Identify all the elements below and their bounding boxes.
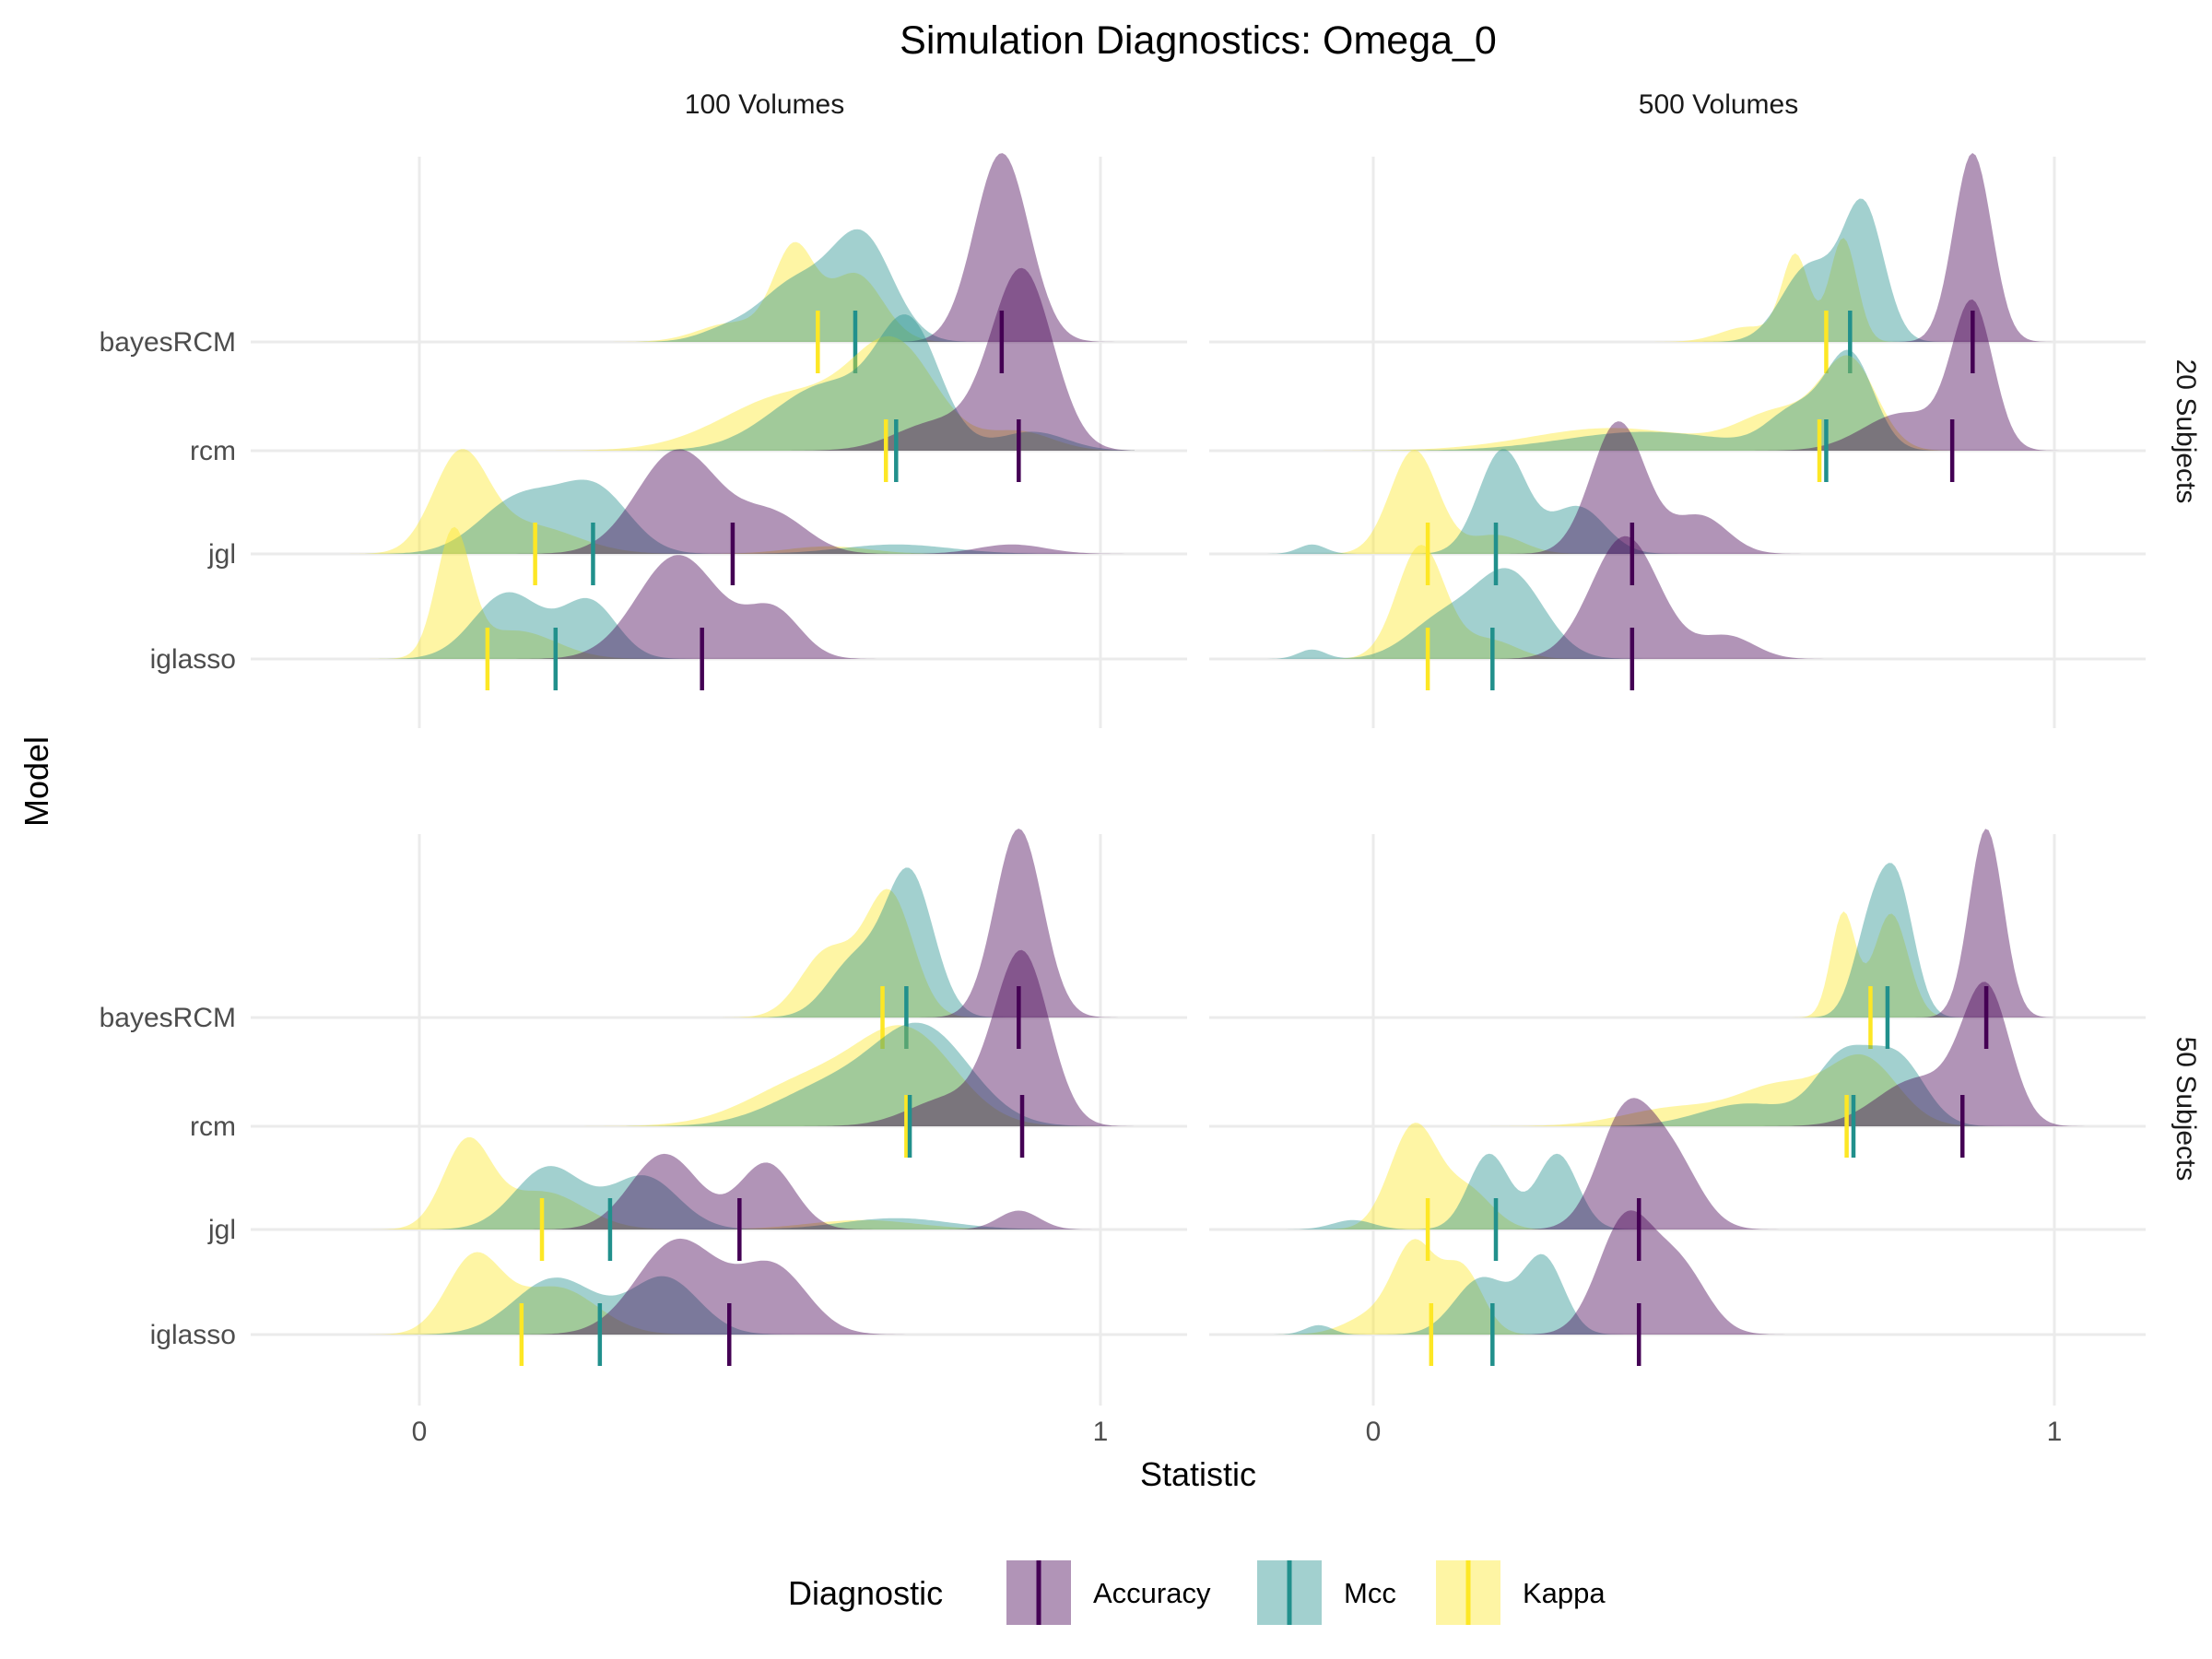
density-iglasso-mcc bbox=[297, 592, 1135, 659]
density-iglasso-accuracy bbox=[297, 555, 1135, 659]
y-tick-label-bayesrcm: bayesRCM bbox=[100, 1003, 236, 1033]
chart-title: Simulation Diagnostics: Omega_0 bbox=[900, 18, 1497, 63]
density-iglasso-accuracy bbox=[1251, 535, 2088, 659]
legend-item-mcc: Mcc bbox=[1257, 1560, 1396, 1625]
density-jgl-mcc bbox=[297, 479, 1135, 554]
density-bayesrcm-kappa bbox=[1251, 911, 2088, 1018]
density-rcm-kappa bbox=[1251, 1053, 2088, 1126]
density-bayesrcm-accuracy bbox=[297, 829, 1135, 1018]
density-iglasso-kappa bbox=[1251, 1239, 2088, 1335]
legend-item-accuracy: Accuracy bbox=[1006, 1560, 1211, 1625]
density-iglasso-kappa bbox=[1251, 545, 2088, 659]
legend-title: Diagnostic bbox=[788, 1574, 943, 1612]
legend-item-kappa: Kappa bbox=[1436, 1560, 1606, 1625]
x-tick-label: 1 bbox=[2047, 1417, 2063, 1447]
density-iglasso-mcc bbox=[1251, 1253, 2088, 1335]
density-rcm-kappa bbox=[297, 335, 1135, 451]
y-tick-label-bayesrcm: bayesRCM bbox=[100, 327, 236, 358]
x-tick-label: 0 bbox=[412, 1417, 428, 1447]
legend-label-mcc: Mcc bbox=[1344, 1577, 1396, 1609]
density-iglasso-mcc bbox=[1251, 568, 2088, 659]
density-iglasso-accuracy bbox=[297, 1238, 1135, 1335]
density-rcm-accuracy bbox=[297, 267, 1135, 451]
panel-20-subjects-100-volumes: bayesRCM rcm jgl iglasso bbox=[100, 153, 1187, 728]
density-jgl-mcc bbox=[1251, 1153, 2088, 1230]
density-rcm-mcc bbox=[1251, 1044, 2088, 1126]
density-jgl-accuracy bbox=[1251, 1098, 2088, 1230]
x-tick-label: 1 bbox=[1093, 1417, 1109, 1447]
density-jgl-kappa bbox=[297, 1136, 1135, 1230]
y-tick-label-jgl: jgl bbox=[207, 539, 236, 570]
density-jgl-kappa bbox=[1251, 1123, 2088, 1230]
density-jgl-mcc bbox=[297, 1166, 1135, 1230]
density-rcm-mcc bbox=[297, 314, 1135, 451]
density-bayesrcm-accuracy bbox=[297, 153, 1135, 342]
density-rcm-kappa bbox=[1251, 355, 2088, 451]
y-tick-label-rcm: rcm bbox=[190, 436, 236, 466]
density-rcm-accuracy bbox=[1251, 982, 2088, 1126]
y-tick-label-iglasso: iglasso bbox=[150, 1320, 236, 1350]
density-rcm-mcc bbox=[1251, 349, 2088, 451]
legend-label-kappa: Kappa bbox=[1523, 1577, 1606, 1609]
density-jgl-kappa bbox=[1251, 450, 2088, 554]
density-rcm-mcc bbox=[297, 1022, 1135, 1126]
density-bayesrcm-mcc bbox=[1251, 863, 2088, 1018]
density-rcm-kappa bbox=[297, 1025, 1135, 1126]
density-rcm-accuracy bbox=[1251, 299, 2088, 451]
row-facet-label-50-subjects: 50 Subjects bbox=[2171, 1037, 2201, 1182]
density-iglasso-kappa bbox=[297, 1252, 1135, 1335]
density-bayesrcm-mcc bbox=[1251, 198, 2088, 342]
y-tick-label-jgl: jgl bbox=[207, 1215, 236, 1245]
density-bayesrcm-kappa bbox=[297, 888, 1135, 1018]
legend: Diagnostic Accuracy Mcc Kappa bbox=[788, 1560, 1606, 1625]
density-iglasso-kappa bbox=[297, 526, 1135, 659]
x-axis-label: Statistic bbox=[1140, 1455, 1256, 1493]
column-facet-label-500-volumes: 500 Volumes bbox=[1639, 89, 1798, 120]
legend-label-accuracy: Accuracy bbox=[1093, 1577, 1211, 1609]
x-tick-label: 0 bbox=[1366, 1417, 1382, 1447]
density-jgl-kappa bbox=[297, 449, 1135, 554]
row-facet-label-20-subjects: 20 Subjects bbox=[2171, 359, 2201, 504]
panel-20-subjects-500-volumes bbox=[1209, 153, 2146, 728]
y-axis-label: Model bbox=[18, 736, 55, 827]
density-bayesrcm-accuracy bbox=[1251, 153, 2088, 342]
density-rcm-accuracy bbox=[297, 949, 1135, 1126]
density-jgl-accuracy bbox=[297, 449, 1135, 554]
density-jgl-accuracy bbox=[297, 1153, 1135, 1230]
y-tick-label-iglasso: iglasso bbox=[150, 644, 236, 675]
column-facet-label-100-volumes: 100 Volumes bbox=[685, 89, 844, 120]
density-iglasso-mcc bbox=[297, 1276, 1135, 1335]
y-tick-label-rcm: rcm bbox=[190, 1112, 236, 1142]
density-bayesrcm-accuracy bbox=[1251, 829, 2088, 1018]
panel-50-subjects-100-volumes: bayesRCM rcm jgl iglasso 0 1 bbox=[100, 829, 1187, 1447]
density-bayesrcm-mcc bbox=[297, 867, 1135, 1018]
density-iglasso-accuracy bbox=[1251, 1210, 2088, 1335]
facet-panels: 20 Subjects 50 Subjects 100 Volumes 500 Vol… bbox=[100, 89, 2201, 1447]
density-jgl-accuracy bbox=[1251, 421, 2088, 554]
